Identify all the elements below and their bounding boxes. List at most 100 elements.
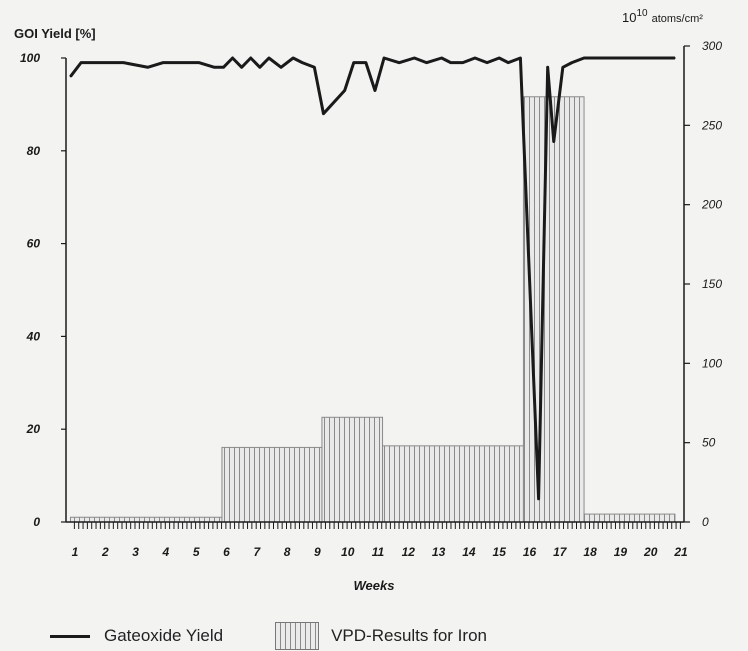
- x-tick-label: 16: [523, 545, 537, 559]
- iron-bar-3: [321, 416, 384, 523]
- legend-item-line: Gateoxide Yield: [50, 626, 223, 646]
- yield-point: [413, 57, 416, 59]
- yield-point: [462, 61, 464, 64]
- x-tick-label: 15: [493, 545, 507, 559]
- yield-point: [146, 66, 149, 69]
- iron-bar-2: [221, 446, 323, 523]
- y-left-tick-label: 60: [27, 237, 41, 251]
- x-tick-label: 12: [402, 545, 416, 559]
- x-tick-label: 18: [583, 545, 597, 559]
- x-tick-label: 3: [132, 545, 139, 559]
- yield-point: [180, 61, 182, 64]
- legend-line-swatch: [50, 634, 90, 638]
- x-tick-label: 19: [614, 545, 628, 559]
- yield-point: [552, 140, 555, 143]
- yield-point: [222, 66, 225, 69]
- x-tick-label: 4: [162, 545, 170, 559]
- y-left-tick-label: 0: [33, 515, 40, 529]
- x-tick-label: 5: [193, 545, 200, 559]
- yield-point: [249, 57, 252, 59]
- iron-bars: [69, 96, 676, 523]
- yield-point: [562, 66, 564, 69]
- yield-point: [92, 61, 94, 64]
- yield-point: [240, 66, 243, 69]
- yield-point: [365, 61, 367, 64]
- legend-bar-label: VPD-Results for Iron: [331, 626, 487, 645]
- yield-line: [69, 56, 676, 501]
- yield-point: [649, 57, 652, 59]
- yield-point: [80, 61, 82, 64]
- y-right-axis-base: 10: [622, 10, 636, 25]
- yield-point: [486, 61, 488, 64]
- x-tick-label: 20: [643, 545, 658, 559]
- yield-point: [313, 66, 316, 69]
- x-tick-label: 10: [341, 545, 355, 559]
- x-tick-label: 8: [284, 545, 291, 559]
- iron-bar-6: [583, 513, 676, 523]
- y-left-tick-label: 40: [26, 329, 41, 343]
- x-tick-label: 6: [223, 545, 230, 559]
- y-left-tick-label: 100: [20, 51, 40, 65]
- y-right-tick-label: 150: [702, 277, 722, 291]
- x-tick-label: 21: [673, 545, 688, 559]
- yield-point: [280, 66, 282, 69]
- yield-point: [322, 112, 325, 115]
- yield-point: [440, 57, 443, 59]
- y-right-axis-exponent: 10: [636, 8, 648, 19]
- yield-point: [449, 61, 452, 64]
- yield-point: [546, 66, 549, 69]
- legend-line-label: Gateoxide Yield: [104, 626, 224, 645]
- yield-point: [398, 61, 401, 64]
- yield-point: [498, 57, 501, 59]
- yield-point: [519, 57, 522, 59]
- x-axis-title: Weeks: [354, 578, 395, 593]
- yield-point: [301, 61, 304, 64]
- yield-point: [213, 66, 216, 69]
- yield-point: [259, 66, 261, 69]
- yield-point: [162, 61, 164, 64]
- yield-point: [104, 61, 107, 64]
- yield-point: [292, 57, 294, 59]
- yield-point: [613, 57, 616, 59]
- yield-point: [425, 61, 428, 64]
- yield-point: [583, 57, 585, 59]
- y-right-tick-label: 250: [701, 118, 722, 132]
- y-right-tick-label: 200: [701, 198, 722, 212]
- x-tick-label: 13: [432, 545, 446, 559]
- legend: Gateoxide Yield VPD-Results for Iron: [50, 622, 539, 650]
- yield-point: [571, 61, 573, 64]
- yield-point: [537, 498, 540, 500]
- yield-point: [343, 89, 346, 92]
- y-left-tick-label: 80: [27, 144, 41, 158]
- y-left-tick-label: 20: [26, 422, 41, 436]
- yield-point: [674, 57, 676, 59]
- yield-point: [383, 57, 385, 59]
- yield-point: [122, 61, 125, 64]
- yield-point: [374, 89, 376, 92]
- y-right-tick-label: 300: [702, 39, 722, 53]
- y-right-axis-unit: atoms/cm²: [652, 13, 704, 25]
- yield-point: [507, 61, 510, 64]
- yield-point: [231, 57, 234, 59]
- yield-point: [595, 57, 597, 59]
- yield-point: [268, 57, 270, 59]
- y-right-axis-title: 1010 atoms/cm²: [622, 8, 703, 25]
- yield-point: [352, 61, 355, 64]
- yield-point: [628, 57, 631, 59]
- y-right-tick-label: 0: [702, 515, 709, 529]
- yield-point: [69, 75, 72, 78]
- iron-bar-5: [522, 96, 585, 523]
- iron-bar-4: [382, 445, 524, 523]
- x-tick-label: 2: [101, 545, 109, 559]
- x-tick-label: 14: [462, 545, 476, 559]
- x-tick-label: 9: [314, 545, 321, 559]
- y-right-tick-label: 100: [702, 356, 722, 370]
- y-right-tick-label: 50: [702, 436, 716, 450]
- x-tick-label: 7: [253, 545, 261, 559]
- x-tick-label: 1: [72, 545, 79, 559]
- yield-point: [637, 57, 640, 59]
- y-left-axis-title: GOI Yield [%]: [14, 26, 96, 41]
- legend-bar-swatch: [275, 622, 320, 650]
